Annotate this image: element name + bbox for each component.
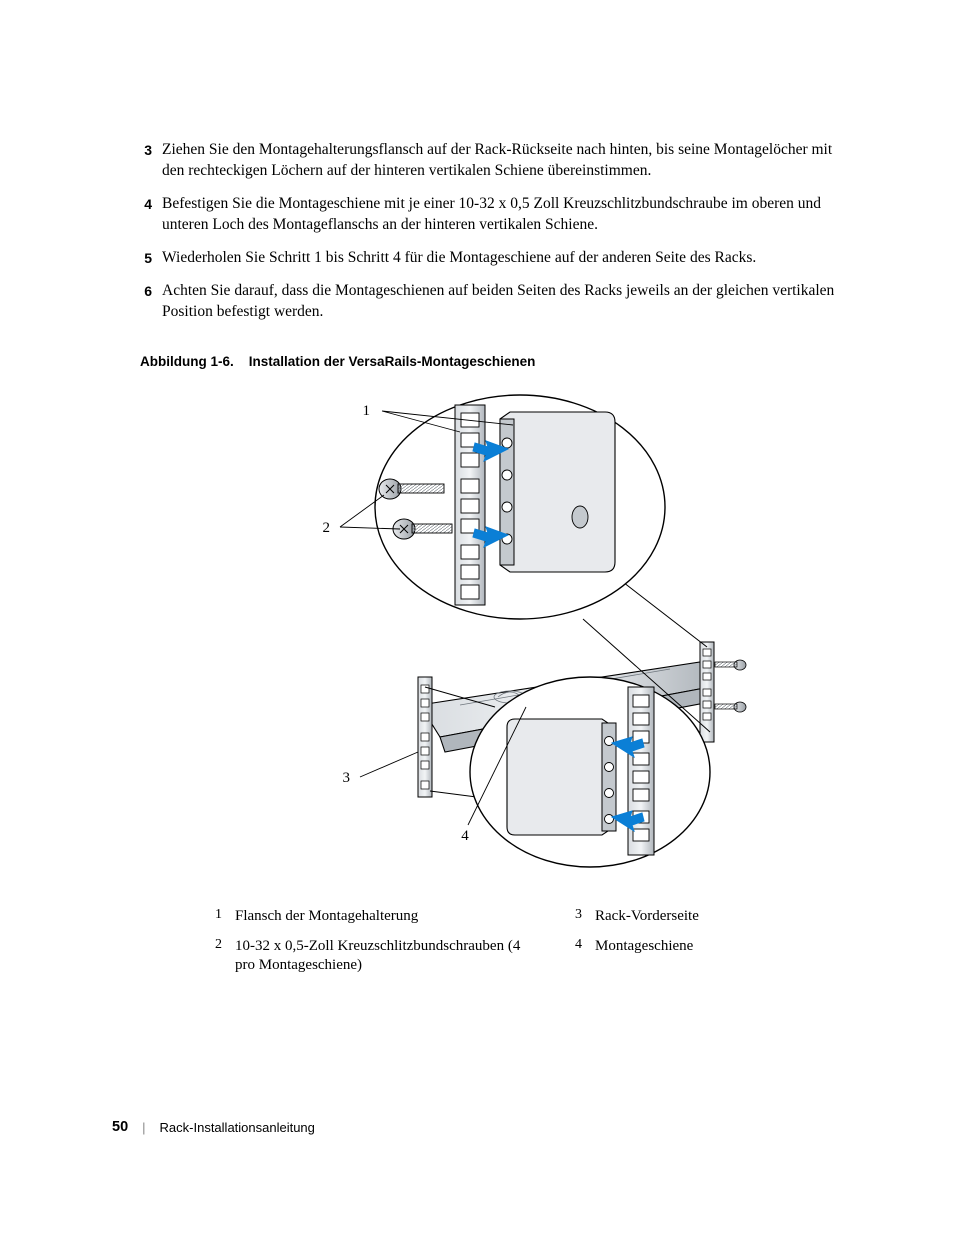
step-number: 3 xyxy=(140,140,162,182)
legend-item: 3 Rack-Vorderseite xyxy=(575,907,699,927)
callout-1: 1 xyxy=(363,403,371,419)
legend-number: 3 xyxy=(575,907,595,927)
step-list: 3 Ziehen Sie den Montagehalterungsflansc… xyxy=(140,140,844,322)
legend-item: 2 10-32 x 0,5-Zoll Kreuzschlitzbundschra… xyxy=(215,937,535,976)
legend-number: 4 xyxy=(575,937,595,957)
page-footer: 50 | Rack-Installationsanleitung xyxy=(112,1119,315,1135)
step-item: 6 Achten Sie darauf, dass die Montagesch… xyxy=(140,281,844,323)
front-vertical-rail-small xyxy=(418,677,432,797)
callout-4: 4 xyxy=(461,828,469,844)
step-item: 3 Ziehen Sie den Montagehalterungsflansc… xyxy=(140,140,844,182)
step-number: 4 xyxy=(140,194,162,236)
footer-page-number: 50 xyxy=(112,1119,128,1135)
legend-text: 10-32 x 0,5-Zoll Kreuzschlitzbundschraub… xyxy=(235,937,535,976)
step-text: Achten Sie darauf, dass die Montageschie… xyxy=(162,281,844,323)
step-number: 6 xyxy=(140,281,162,323)
callout-2: 2 xyxy=(323,520,331,536)
caption-label: Abbildung 1-6. xyxy=(140,354,234,369)
rear-vertical-rail-small xyxy=(700,642,714,742)
legend-text: Rack-Vorderseite xyxy=(595,907,699,927)
step-text: Ziehen Sie den Montagehalterungsflansch … xyxy=(162,140,844,182)
legend-number: 2 xyxy=(215,937,235,976)
figure-caption: Abbildung 1-6. Installation der VersaRai… xyxy=(140,354,844,369)
callout-3: 3 xyxy=(343,770,351,786)
footer-doc-title: Rack-Installationsanleitung xyxy=(160,1120,315,1135)
rear-screws-small xyxy=(715,660,746,712)
footer-separator: | xyxy=(142,1120,145,1135)
step-number: 5 xyxy=(140,248,162,269)
step-text: Befestigen Sie die Montageschiene mit je… xyxy=(162,194,844,236)
legend-text: Montageschiene xyxy=(595,937,693,957)
legend-item: 1 Flansch der Montagehalterung xyxy=(215,907,535,927)
legend-item: 4 Montageschiene xyxy=(575,937,699,957)
step-item: 5 Wiederholen Sie Schritt 1 bis Schritt … xyxy=(140,248,844,269)
step-text: Wiederholen Sie Schritt 1 bis Schritt 4 … xyxy=(162,248,844,269)
step-item: 4 Befestigen Sie die Montageschiene mit … xyxy=(140,194,844,236)
legend-text: Flansch der Montagehalterung xyxy=(235,907,418,927)
figure-legend: 1 Flansch der Montagehalterung 2 10-32 x… xyxy=(140,907,844,976)
caption-text: Installation der VersaRails-Montageschie… xyxy=(249,354,536,369)
legend-number: 1 xyxy=(215,907,235,927)
figure-diagram: 1 2 3 4 xyxy=(140,387,844,877)
